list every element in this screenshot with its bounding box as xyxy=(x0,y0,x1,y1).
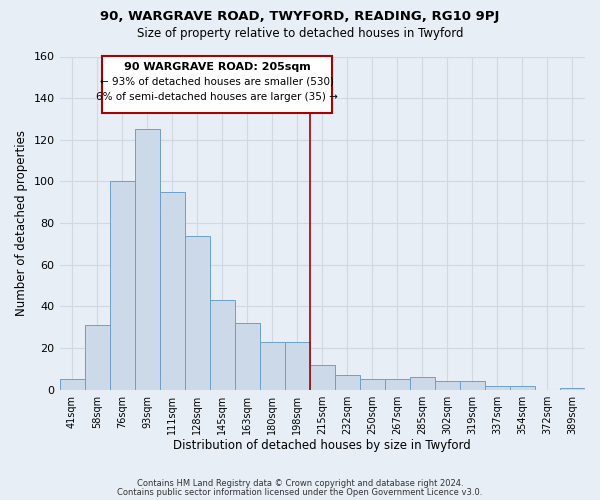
Text: Contains HM Land Registry data © Crown copyright and database right 2024.: Contains HM Land Registry data © Crown c… xyxy=(137,478,463,488)
X-axis label: Distribution of detached houses by size in Twyford: Distribution of detached houses by size … xyxy=(173,440,471,452)
Bar xyxy=(435,382,460,390)
Bar xyxy=(85,325,110,390)
Bar xyxy=(460,382,485,390)
Bar xyxy=(310,364,335,390)
Bar xyxy=(59,380,85,390)
Text: Contains public sector information licensed under the Open Government Licence v3: Contains public sector information licen… xyxy=(118,488,482,497)
Bar xyxy=(335,375,360,390)
Bar xyxy=(360,380,385,390)
Bar xyxy=(102,56,332,112)
Text: ← 93% of detached houses are smaller (530): ← 93% of detached houses are smaller (53… xyxy=(100,76,334,86)
Bar xyxy=(260,342,285,390)
Text: Size of property relative to detached houses in Twyford: Size of property relative to detached ho… xyxy=(137,28,463,40)
Text: 6% of semi-detached houses are larger (35) →: 6% of semi-detached houses are larger (3… xyxy=(96,92,338,102)
Bar xyxy=(410,377,435,390)
Bar xyxy=(134,130,160,390)
Bar xyxy=(160,192,185,390)
Bar xyxy=(285,342,310,390)
Bar xyxy=(485,386,510,390)
Bar xyxy=(235,323,260,390)
Bar xyxy=(560,388,585,390)
Bar xyxy=(110,182,134,390)
Bar xyxy=(385,380,410,390)
Y-axis label: Number of detached properties: Number of detached properties xyxy=(15,130,28,316)
Bar xyxy=(185,236,209,390)
Text: 90, WARGRAVE ROAD, TWYFORD, READING, RG10 9PJ: 90, WARGRAVE ROAD, TWYFORD, READING, RG1… xyxy=(100,10,500,23)
Bar xyxy=(209,300,235,390)
Text: 90 WARGRAVE ROAD: 205sqm: 90 WARGRAVE ROAD: 205sqm xyxy=(124,62,311,72)
Bar xyxy=(510,386,535,390)
